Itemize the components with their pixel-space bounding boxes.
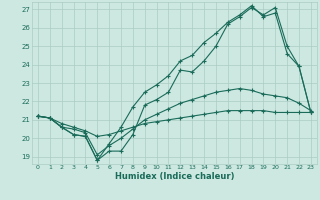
X-axis label: Humidex (Indice chaleur): Humidex (Indice chaleur) [115, 172, 234, 181]
